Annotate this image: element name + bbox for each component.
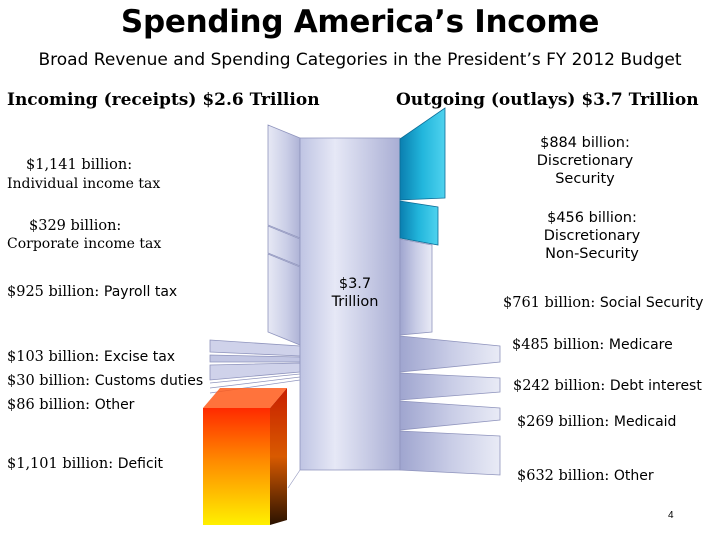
receipt-name: Deficit [117, 456, 164, 472]
receipt-corporate-income-tax: $329 billion: [29, 217, 121, 235]
center-amount: $3.7 [338, 276, 372, 292]
outlay-other: $632 billion: Other [517, 467, 654, 485]
page-title: Spending America’s Income [120, 4, 600, 40]
band-excise-tax [209, 339, 301, 357]
receipt-amount: $86 billion: [7, 397, 91, 413]
outlay-name-line1: Discretionary [536, 153, 634, 169]
receipt-excise-tax: $103 billion: Excise tax [7, 348, 175, 366]
outlay-medicare: $485 billion: Medicare [512, 336, 673, 354]
band-other-outlays [399, 430, 501, 476]
outlay-amount: $632 billion: [517, 468, 610, 484]
receipt-name: Payroll tax [103, 284, 178, 300]
receipt-name: Corporate income tax [7, 236, 162, 252]
receipt-payroll-tax: $925 billion: Payroll tax [7, 283, 177, 301]
band-social-security [399, 238, 433, 336]
band-discretionary-non-security [399, 200, 439, 246]
band-medicaid [399, 400, 501, 431]
outlay-name-line2: Non-Security [545, 246, 639, 262]
outlay-name: Medicare [608, 337, 673, 353]
outlay-amount: $485 billion: [512, 337, 605, 353]
outlay-medicaid: $269 billion: Medicaid [517, 413, 676, 431]
center-total-label: $3.7 Trillion [310, 275, 400, 311]
outlay-name: Other [613, 468, 654, 484]
deficit-block [203, 388, 287, 525]
band-individual-income-tax [267, 124, 301, 239]
center-unit: Trillion [331, 294, 379, 310]
outlay-amount: $456 billion: [547, 210, 637, 226]
receipt-individual-income-tax: $1,141 billion: [26, 156, 132, 174]
receipt-amount: $1,101 billion: [7, 456, 114, 472]
outlay-name: Medicaid [613, 414, 677, 430]
receipt-bands [209, 124, 301, 394]
receipt-amount: $925 billion: [7, 284, 100, 300]
receipt-deficit: $1,101 billion: Deficit [7, 455, 163, 473]
outlay-amount: $269 billion: [517, 414, 610, 430]
receipt-amount: $329 billion: [29, 218, 122, 234]
central-column [287, 137, 401, 489]
outlay-discretionary-non-security: $456 billion: Discretionary Non-Security [497, 209, 687, 263]
page-number: 4 [668, 510, 674, 521]
band-discretionary-security [399, 107, 446, 201]
outlay-debt-interest: $242 billion: Debt interest [513, 377, 702, 395]
page-subtitle: Broad Revenue and Spending Categories in… [38, 50, 682, 70]
receipt-name: Individual income tax [7, 176, 161, 192]
outlay-amount: $761 billion: [503, 295, 596, 311]
receipt-amount: $30 billion: [7, 373, 91, 389]
deficit-bar [203, 408, 270, 525]
outgoing-header: Outgoing (outlays) $3.7 Trillion [396, 90, 699, 110]
outlay-name: Social Security [599, 295, 704, 311]
outlay-name-line1: Discretionary [543, 228, 641, 244]
outlay-name: Debt interest [609, 378, 702, 394]
outlay-amount: $242 billion: [513, 378, 606, 394]
receipt-amount: $103 billion: [7, 349, 100, 365]
incoming-header: Incoming (receipts) $2.6 Trillion [7, 90, 320, 110]
deficit-top [203, 388, 287, 408]
receipt-other: $86 billion: Other [7, 396, 134, 414]
band-payroll-tax [267, 253, 301, 346]
band-other-receipts [209, 362, 301, 381]
band-customs-duties [209, 354, 301, 363]
receipt-amount: $1,141 billion: [26, 157, 133, 173]
outlay-amount: $884 billion: [540, 135, 630, 151]
receipt-name: Other [94, 397, 135, 413]
receipt-name: Excise tax [103, 349, 176, 365]
outlay-bands [399, 107, 501, 476]
deficit-side [270, 388, 287, 525]
receipt-name: Customs duties [94, 373, 204, 389]
outlay-social-security: $761 billion: Social Security [503, 294, 703, 312]
band-debt-interest [399, 372, 501, 401]
outlay-name-line2: Security [555, 171, 615, 187]
band-medicare [399, 335, 501, 373]
receipt-customs-duties: $30 billion: Customs duties [7, 372, 203, 390]
outlay-discretionary-security: $884 billion: Discretionary Security [490, 134, 680, 188]
